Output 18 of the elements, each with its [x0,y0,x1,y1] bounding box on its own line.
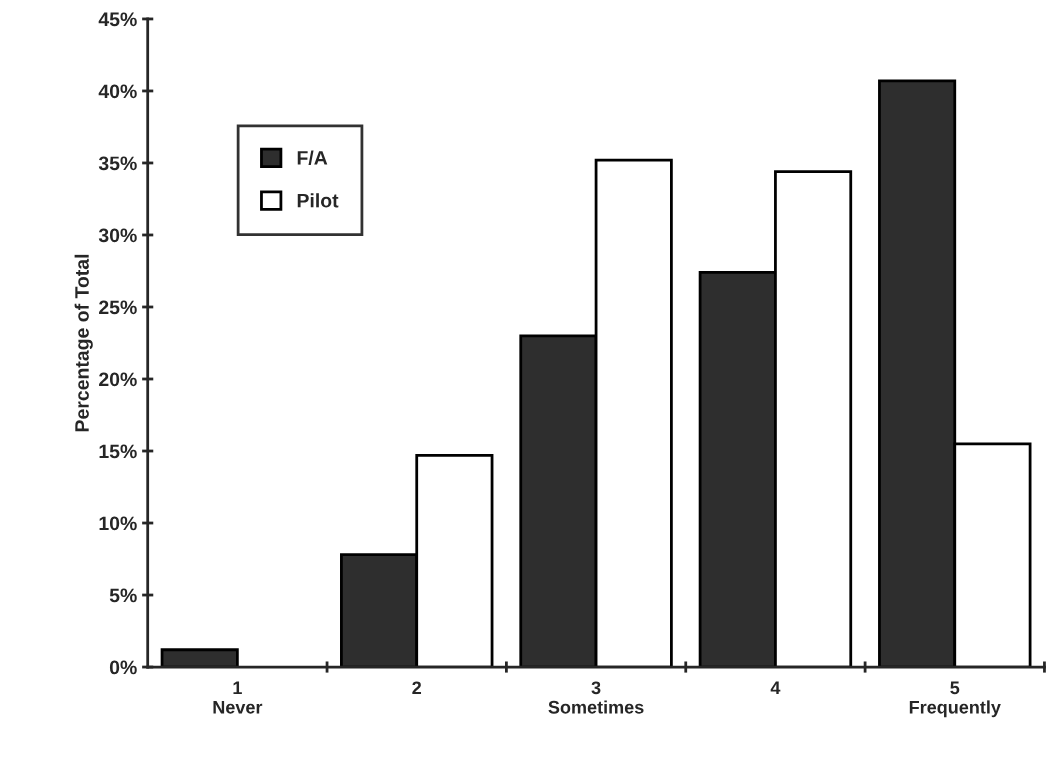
legend-label: F/A [297,150,328,165]
y-tick-label: 5% [109,588,137,603]
y-tick-label: 30% [98,228,137,243]
x-tick-label: 2 [412,681,422,695]
y-axis-title: Percentage of Total [74,254,93,432]
x-tick-label: 5 Frequently [909,681,1001,718]
legend-label: Pilot [297,193,339,208]
y-tick-label: 40% [98,84,137,99]
y-tick-label: 10% [99,516,137,531]
x-tick-label: 4 [770,681,781,695]
y-tick-label: 45% [98,12,137,27]
y-tick-label: 20% [99,372,137,387]
x-tick-label: 1 Never [213,681,263,714]
y-tick-label: 25% [99,300,137,315]
y-tick-label: 0% [109,660,137,675]
x-tick-label: 3 Sometimes [548,681,644,714]
y-tick-label: 35% [98,156,137,171]
y-tick-label: 15% [99,444,137,459]
